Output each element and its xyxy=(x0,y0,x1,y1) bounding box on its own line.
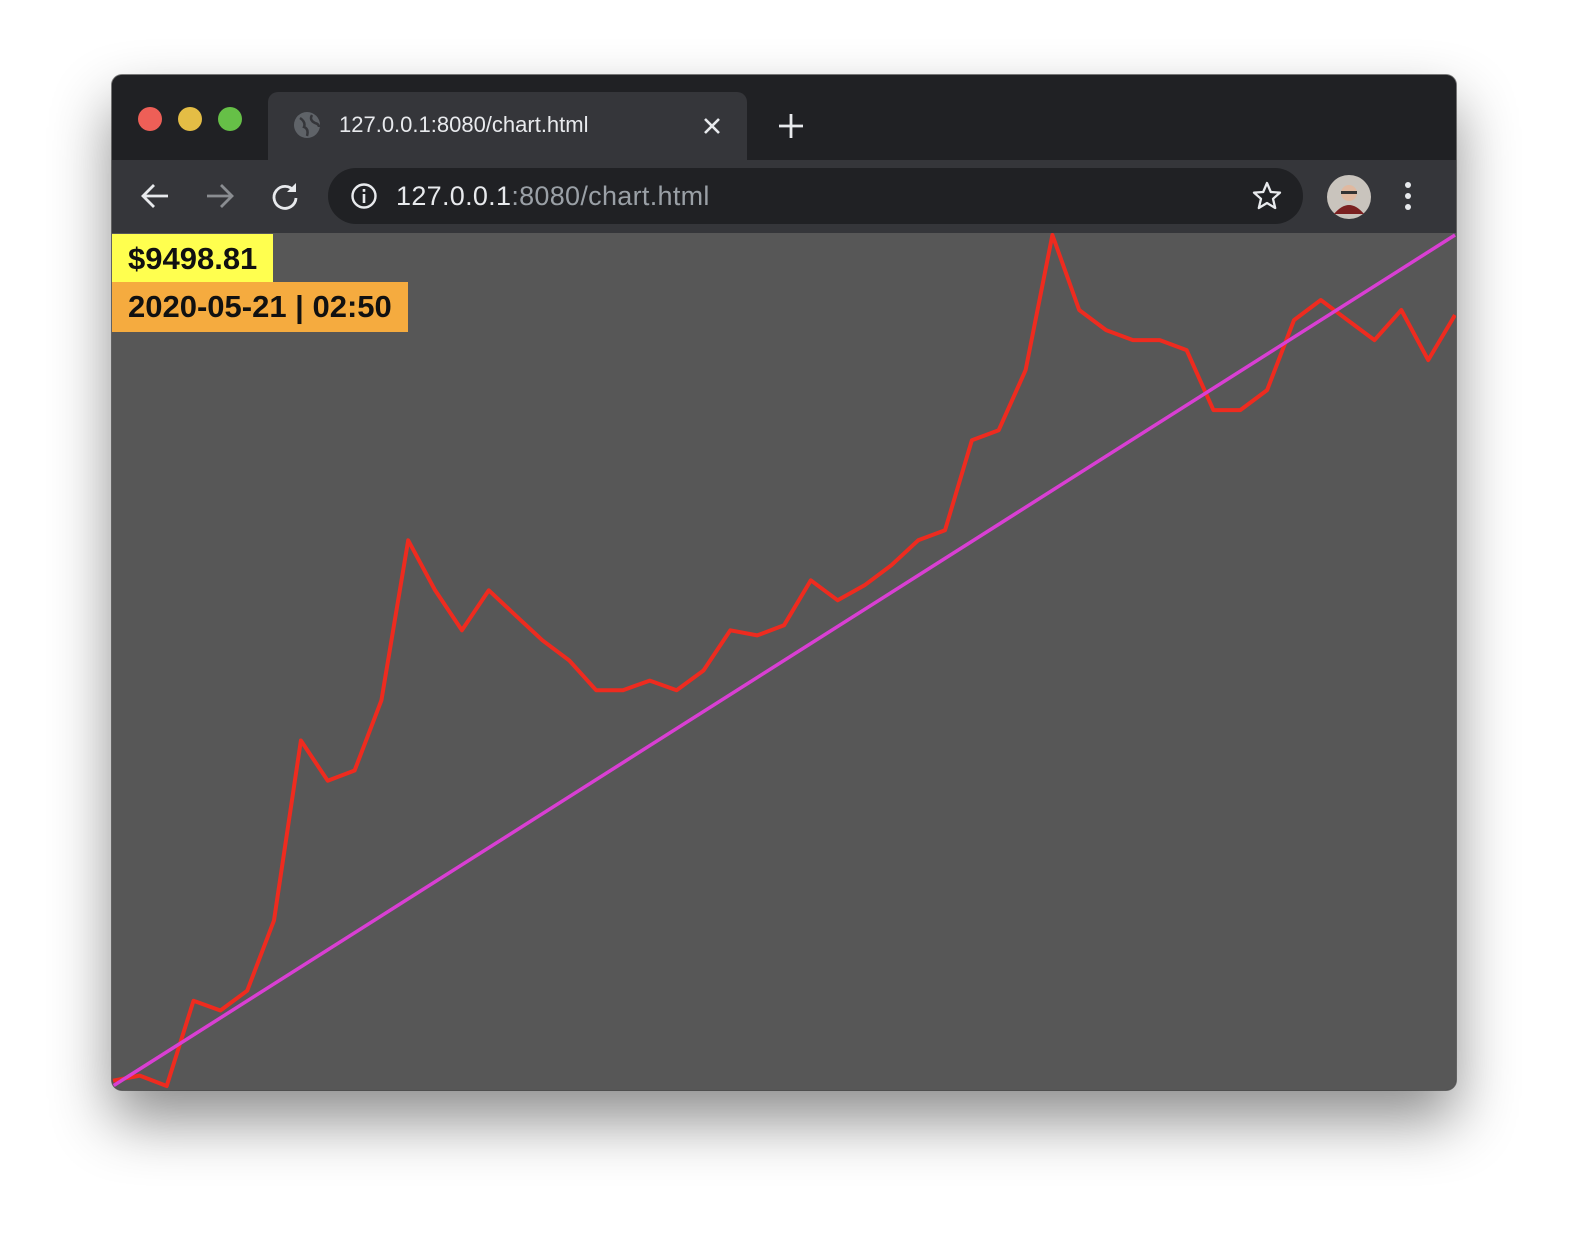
minimize-button[interactable] xyxy=(178,107,202,131)
menu-button[interactable] xyxy=(1402,180,1414,212)
url-host: 127.0.0.1 xyxy=(396,181,512,211)
price-line xyxy=(112,233,1456,1088)
reload-button[interactable] xyxy=(269,180,301,212)
close-window-button[interactable] xyxy=(138,107,162,131)
address-bar[interactable]: 127.0.0.1:8080/chart.html xyxy=(328,168,1303,224)
new-tab-button[interactable] xyxy=(777,112,805,140)
url-path: :8080/chart.html xyxy=(511,181,710,211)
page-content: $9498.81 2020-05-21 | 02:50 xyxy=(112,233,1456,1090)
zoom-button[interactable] xyxy=(218,107,242,131)
forward-button[interactable] xyxy=(204,181,236,211)
back-button[interactable] xyxy=(140,181,172,211)
chart xyxy=(112,233,1456,1088)
price-label: $9498.81 xyxy=(112,234,274,282)
time-label: 2020-05-21 | 02:50 xyxy=(112,282,408,332)
title-bar: 127.0.0.1:8080/chart.html xyxy=(112,75,1456,160)
tab-close-button[interactable] xyxy=(702,116,722,136)
url: 127.0.0.1:8080/chart.html xyxy=(396,181,710,212)
tab[interactable]: 127.0.0.1:8080/chart.html xyxy=(268,92,747,160)
tab-title: 127.0.0.1:8080/chart.html xyxy=(339,112,589,137)
site-info-icon[interactable] xyxy=(350,182,378,210)
browser-window: 127.0.0.1:8080/chart.html 127.0.0.1:8080… xyxy=(112,75,1456,1090)
trend-line xyxy=(112,233,1456,1088)
bookmark-star[interactable] xyxy=(1252,181,1282,211)
toolbar: 127.0.0.1:8080/chart.html xyxy=(112,160,1456,233)
profile-avatar[interactable] xyxy=(1326,174,1372,220)
favicon xyxy=(294,112,321,138)
